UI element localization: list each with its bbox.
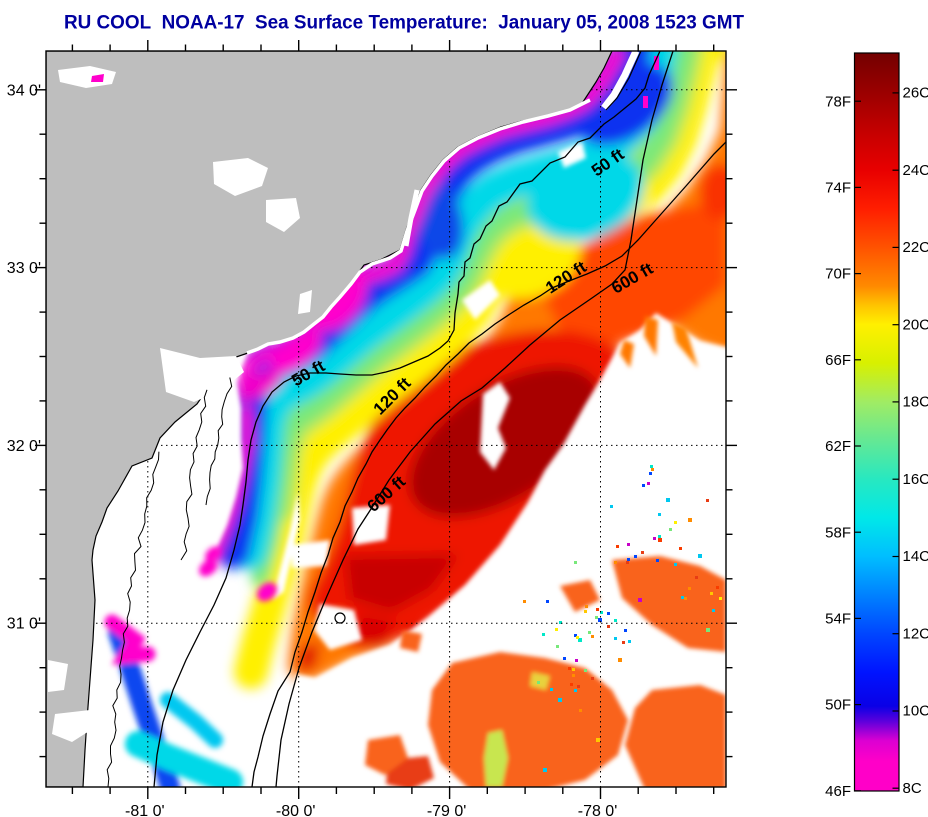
svg-text:-81 0': -81 0' — [125, 803, 165, 817]
svg-text:8C: 8C — [903, 780, 922, 797]
svg-text:16C: 16C — [903, 471, 928, 488]
svg-text:58F: 58F — [825, 524, 851, 541]
svg-text:-79 0': -79 0' — [427, 803, 467, 817]
svg-text:20C: 20C — [903, 316, 928, 333]
svg-text:50F: 50F — [825, 697, 851, 714]
svg-text:18C: 18C — [903, 394, 928, 411]
svg-text:24C: 24C — [903, 162, 928, 179]
svg-text:10C: 10C — [903, 703, 928, 720]
svg-text:RU COOL NOAA-17 Sea Surface: RU COOL NOAA-17 Sea Surface Temperature:… — [64, 12, 744, 34]
svg-text:34 0': 34 0' — [7, 82, 41, 99]
svg-text:14C: 14C — [903, 548, 928, 565]
svg-text:22C: 22C — [903, 239, 928, 256]
svg-text:-78 0': -78 0' — [578, 803, 618, 817]
svg-text:46F: 46F — [825, 783, 851, 800]
svg-text:-80 0': -80 0' — [276, 803, 316, 817]
svg-text:70F: 70F — [825, 266, 851, 283]
svg-text:78F: 78F — [825, 93, 851, 110]
svg-text:62F: 62F — [825, 438, 851, 455]
svg-text:26C: 26C — [903, 85, 928, 102]
svg-text:32 0': 32 0' — [7, 438, 41, 455]
svg-text:33 0': 33 0' — [7, 260, 41, 277]
svg-text:54F: 54F — [825, 611, 851, 628]
svg-text:12C: 12C — [903, 625, 928, 642]
svg-text:66F: 66F — [825, 352, 851, 369]
svg-text:31 0': 31 0' — [7, 616, 41, 633]
svg-text:74F: 74F — [825, 180, 851, 197]
